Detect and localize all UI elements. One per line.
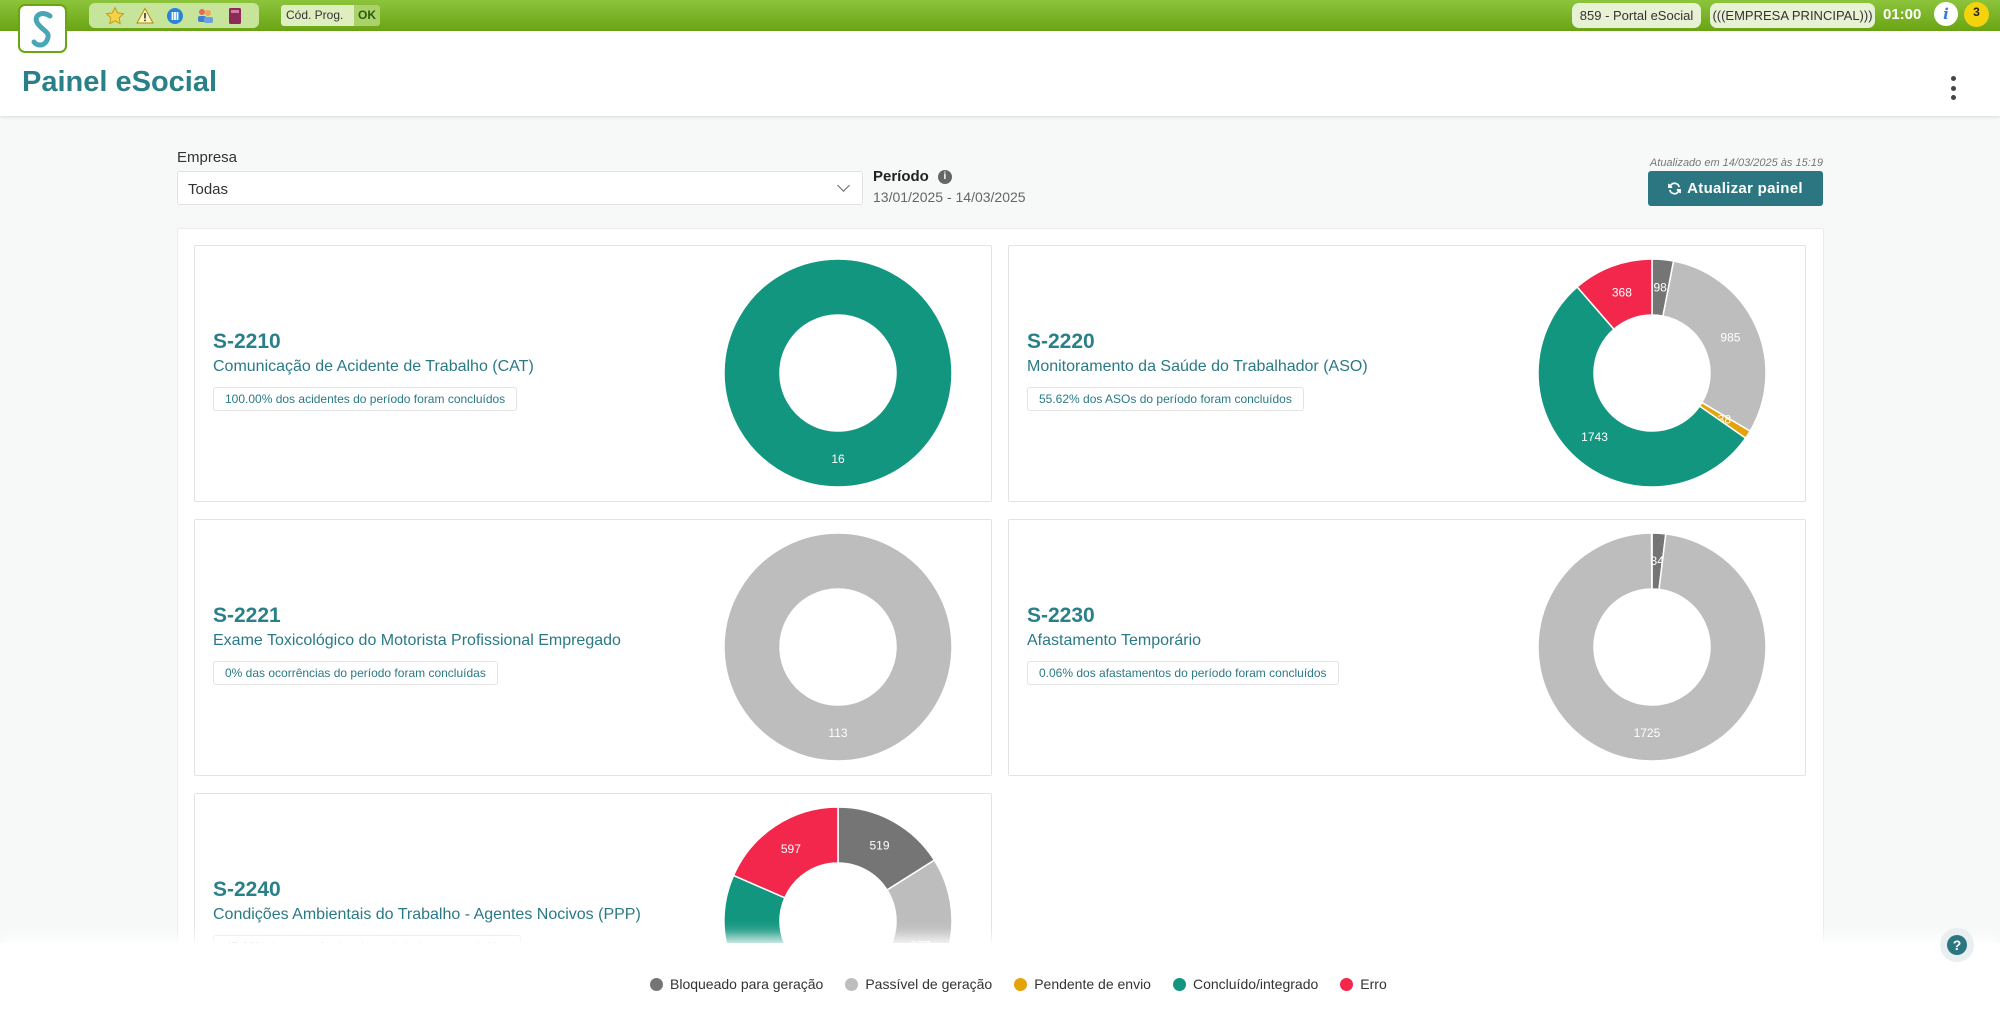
program-code[interactable]: Cód. Prog. OK [281,5,380,26]
donut-slice-passivel[interactable] [1662,260,1767,433]
help-button[interactable]: ? [1940,928,1974,962]
donut-chart[interactable]: 34 1725 [1536,531,1768,763]
periodo-label: Período i [873,168,952,185]
card-s2221[interactable]: S-2221 Exame Toxicológico do Motorista P… [194,519,992,776]
card-note: 0% das ocorrências do período foram conc… [213,661,498,685]
notification-badge[interactable]: 3 [1964,2,1989,27]
card-title: Exame Toxicológico do Motorista Profissi… [213,632,621,649]
card-code: S-2240 [213,878,281,901]
donut-slice-label: 368 [1612,285,1632,299]
legend-label: Erro [1360,976,1387,992]
warning-icon[interactable] [135,6,155,26]
program-code-status[interactable]: OK [354,5,380,26]
quick-icons [89,3,259,28]
empresa-label: Empresa [177,149,238,166]
donut-slice-erro[interactable] [1576,258,1653,331]
info-circle-icon[interactable]: i [937,169,952,184]
legend-dot [1172,977,1186,991]
card-s2210[interactable]: S-2210 Comunicação de Acidente de Trabal… [194,245,992,502]
card-s2230[interactable]: S-2230 Afastamento Temporário 0.06% dos … [1008,519,1806,776]
card-note: 100.00% dos acidentes do período foram c… [213,387,518,411]
donut-slice-label: 16 [831,452,845,466]
legend-item-concluido[interactable]: Concluído/integrado [1172,976,1319,992]
more-menu-icon[interactable] [1944,73,1962,103]
donut-slice-concluido[interactable] [723,258,953,488]
donut-chart[interactable]: 113 [722,531,954,763]
card-code: S-2230 [1027,604,1095,627]
updated-timestamp: Atualizado em 14/03/2025 às 15:19 [1649,157,1823,169]
portal-pill[interactable]: 859 - Portal eSocial [1572,3,1701,28]
donut-slice-label: 34 [1651,554,1665,568]
legend-label: Bloqueado para geração [670,976,824,992]
donut-slice-label: 98 [1654,280,1668,294]
empresa-selected-value: Todas [188,181,229,198]
logo-s-icon [31,10,52,47]
page-header: Painel eSocial [0,31,2000,116]
session-clock: 01:00 [1883,6,1922,23]
app-logo[interactable] [18,4,67,53]
card-title: Afastamento Temporário [1027,632,1202,649]
donut-slice-label: 985 [1720,331,1740,345]
card-title: Condições Ambientais do Trabalho - Agent… [213,906,641,923]
page-title: Painel eSocial [22,66,218,98]
periodo-label-text: Período [873,168,929,185]
legend-dot [1014,977,1028,991]
legend-dot [1340,977,1354,991]
card-note: 0.06% dos afastamentos do período foram … [1027,661,1339,685]
legend-item-pendente[interactable]: Pendente de envio [1014,976,1151,992]
refresh-panel-button[interactable]: Atualizar painel [1648,171,1823,206]
legend-label: Concluído/integrado [1192,976,1319,992]
top-bar: Cód. Prog. OK 859 - Portal eSocial (((EM… [0,0,2000,31]
empresa-select[interactable]: Todas [177,171,863,205]
donut-chart[interactable]: 16 [722,257,954,489]
card-note: 55.62% dos ASOs do período foram concluí… [1027,387,1304,411]
card-title: Monitoramento da Saúde do Trabalhador (A… [1027,358,1368,375]
card-code: S-2210 [213,330,281,353]
donut-slice-passivel[interactable] [1537,532,1767,762]
legend-label: Passível de geração [865,976,993,992]
card-code: S-2221 [213,604,281,627]
refresh-panel-label: Atualizar painel [1687,180,1803,197]
donut-slice-erro[interactable] [732,806,839,899]
donut-slice-label: 597 [781,842,801,856]
donut-slice-label: 519 [870,839,890,853]
legend-label: Pendente de envio [1034,976,1151,992]
donut-slice-concluido[interactable] [1537,285,1747,488]
refresh-icon [1668,182,1682,195]
legend-item-passivel[interactable]: Passível de geração [845,976,992,992]
legend-item-erro[interactable]: Erro [1340,976,1387,992]
card-title: Comunicação de Acidente de Trabalho (CAT… [213,358,534,375]
dashboard-panel: S-2210 Comunicação de Acidente de Trabal… [177,228,1824,1023]
card-code: S-2220 [1027,330,1095,353]
legend-item-bloqueado[interactable]: Bloqueado para geração [650,976,823,992]
donut-slice-label: 113 [828,726,847,740]
book-icon[interactable] [225,6,245,26]
star-icon[interactable] [105,5,125,26]
legend-dot [650,977,663,991]
card-s2220[interactable]: S-2220 Monitoramento da Saúde do Trabalh… [1008,245,1806,502]
program-code-label: Cód. Prog. [281,5,354,26]
donut-slice-label: 1743 [1581,430,1608,444]
periodo-value[interactable]: 13/01/2025 - 14/03/2025 [873,189,1026,205]
donut-slice-passivel[interactable] [723,532,953,762]
pause-icon[interactable] [165,6,185,26]
chevron-down-icon [837,179,850,192]
chart-legend: Bloqueado para geração Passível de geraçã… [650,976,1387,992]
question-icon: ? [1947,935,1967,955]
people-icon[interactable] [195,6,215,26]
legend-bar [0,943,2000,1023]
info-icon[interactable]: i [1934,2,1958,26]
legend-dot [845,977,859,991]
donut-slice-label: 1725 [1634,726,1661,740]
company-pill[interactable]: (((EMPRESA PRINCIPAL))) [1710,3,1875,28]
